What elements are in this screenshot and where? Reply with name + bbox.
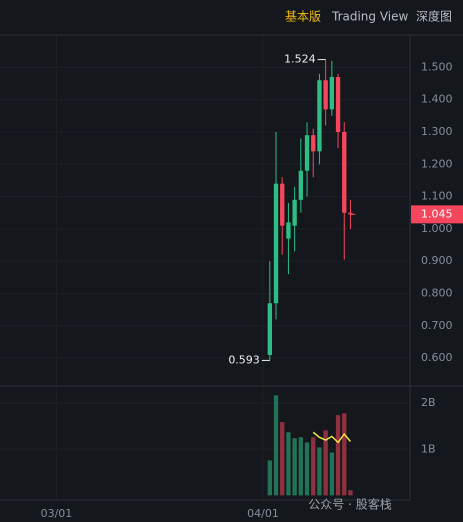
volume-bar bbox=[348, 490, 353, 496]
x-tick-label: 04/01 bbox=[247, 507, 279, 520]
y-tick-label: 1.300 bbox=[421, 125, 453, 138]
y-tick-label: 1.000 bbox=[421, 222, 453, 235]
candle-body bbox=[304, 135, 310, 171]
high-label: 1.524 bbox=[284, 53, 316, 66]
candle-body bbox=[280, 183, 285, 226]
low-label: 0.593 bbox=[228, 353, 260, 366]
last-price-tag bbox=[411, 205, 463, 224]
candle-body bbox=[348, 212, 353, 215]
candle-body bbox=[273, 183, 279, 304]
candle-body bbox=[335, 77, 341, 132]
candle-body bbox=[311, 135, 316, 152]
candle-body bbox=[298, 170, 304, 200]
candle-body bbox=[292, 199, 297, 226]
tab[interactable]: Trading View bbox=[331, 10, 409, 24]
volume-bar bbox=[329, 452, 335, 496]
volume-bar bbox=[323, 430, 328, 496]
candle-body bbox=[317, 80, 322, 152]
tab[interactable]: 基本版 bbox=[285, 10, 321, 24]
y-tick-label: 0.600 bbox=[421, 351, 453, 364]
volume-bar bbox=[286, 432, 291, 496]
volume-bar bbox=[267, 460, 272, 496]
x-tick-label: 03/01 bbox=[41, 507, 73, 520]
candle-body bbox=[323, 80, 328, 110]
y-tick-label: 1.400 bbox=[421, 93, 453, 106]
y-tick-label: 1.100 bbox=[421, 190, 453, 203]
volume-bar bbox=[273, 395, 279, 496]
volume-bar bbox=[342, 413, 347, 496]
y-tick-label: 2B bbox=[421, 396, 436, 409]
tab[interactable]: 深度图 bbox=[416, 9, 452, 24]
y-tick-label: 1.200 bbox=[421, 157, 453, 170]
volume-bar bbox=[335, 415, 341, 496]
candle-body bbox=[329, 77, 335, 110]
volume-bar bbox=[317, 447, 322, 496]
volume-bar bbox=[298, 437, 304, 496]
y-tick-label: 0.800 bbox=[421, 287, 453, 300]
watermark: 公众号 · 股客栈 bbox=[308, 497, 391, 512]
y-tick-label: 0.700 bbox=[421, 319, 453, 332]
volume-ma-line bbox=[312, 431, 352, 444]
candle-body bbox=[286, 222, 291, 239]
volume-bar bbox=[304, 442, 310, 496]
y-tick-label: 0.900 bbox=[421, 254, 453, 267]
y-tick-label: 1.500 bbox=[421, 60, 453, 73]
volume-bar bbox=[292, 438, 297, 496]
volume-bar bbox=[311, 437, 316, 496]
candle-body bbox=[342, 131, 347, 213]
volume-bar bbox=[280, 422, 285, 496]
last-price-label: 1.045 bbox=[421, 207, 453, 220]
candle-body bbox=[267, 303, 272, 355]
y-tick-label: 1B bbox=[421, 442, 436, 455]
